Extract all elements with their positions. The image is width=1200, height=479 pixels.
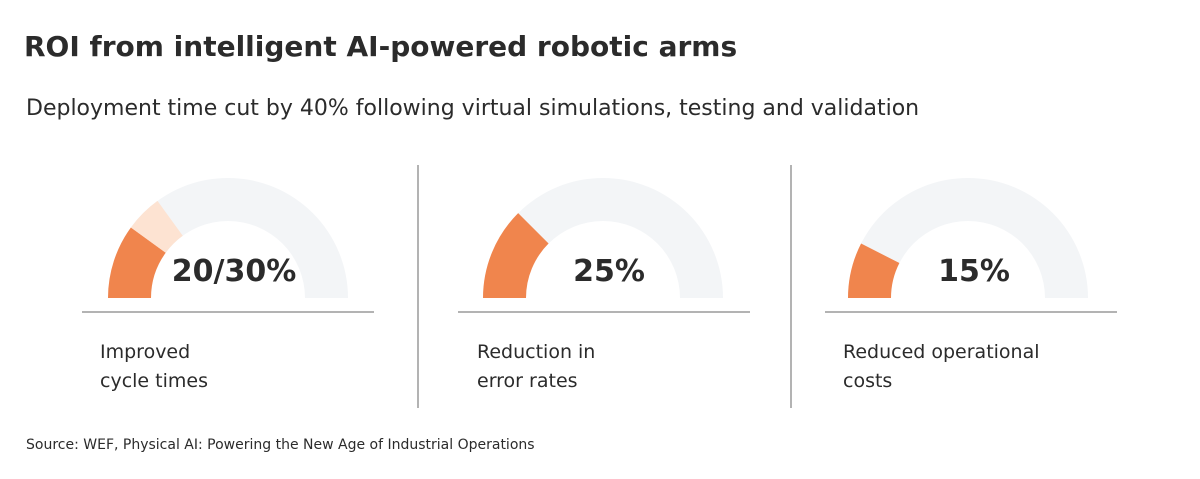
gauge-label: costs	[843, 370, 892, 392]
chart-title: ROI from intelligent AI-powered robotic …	[24, 30, 737, 63]
gauge-value-label: 25%	[573, 254, 645, 289]
gauge-value	[483, 213, 549, 298]
gauge-value-label: 15%	[938, 254, 1010, 289]
gauge-value	[848, 243, 900, 298]
chart-subtitle: Deployment time cut by 40% following vir…	[26, 96, 919, 121]
gauge-label: error rates	[477, 370, 578, 392]
source-note: Source: WEF, Physical AI: Powering the N…	[26, 437, 535, 453]
gauge-range	[130, 200, 183, 253]
gauge-value	[108, 227, 166, 298]
gauge-label: Improved	[100, 341, 190, 363]
gauge-track	[483, 178, 723, 298]
gauge-track	[848, 178, 1088, 298]
gauge-track	[108, 178, 348, 298]
gauge-label: Reduced operational	[843, 341, 1040, 363]
gauge-value-label: 20/30%	[172, 254, 297, 289]
gauge-label: Reduction in	[477, 341, 595, 363]
gauge-label: cycle times	[100, 370, 208, 392]
